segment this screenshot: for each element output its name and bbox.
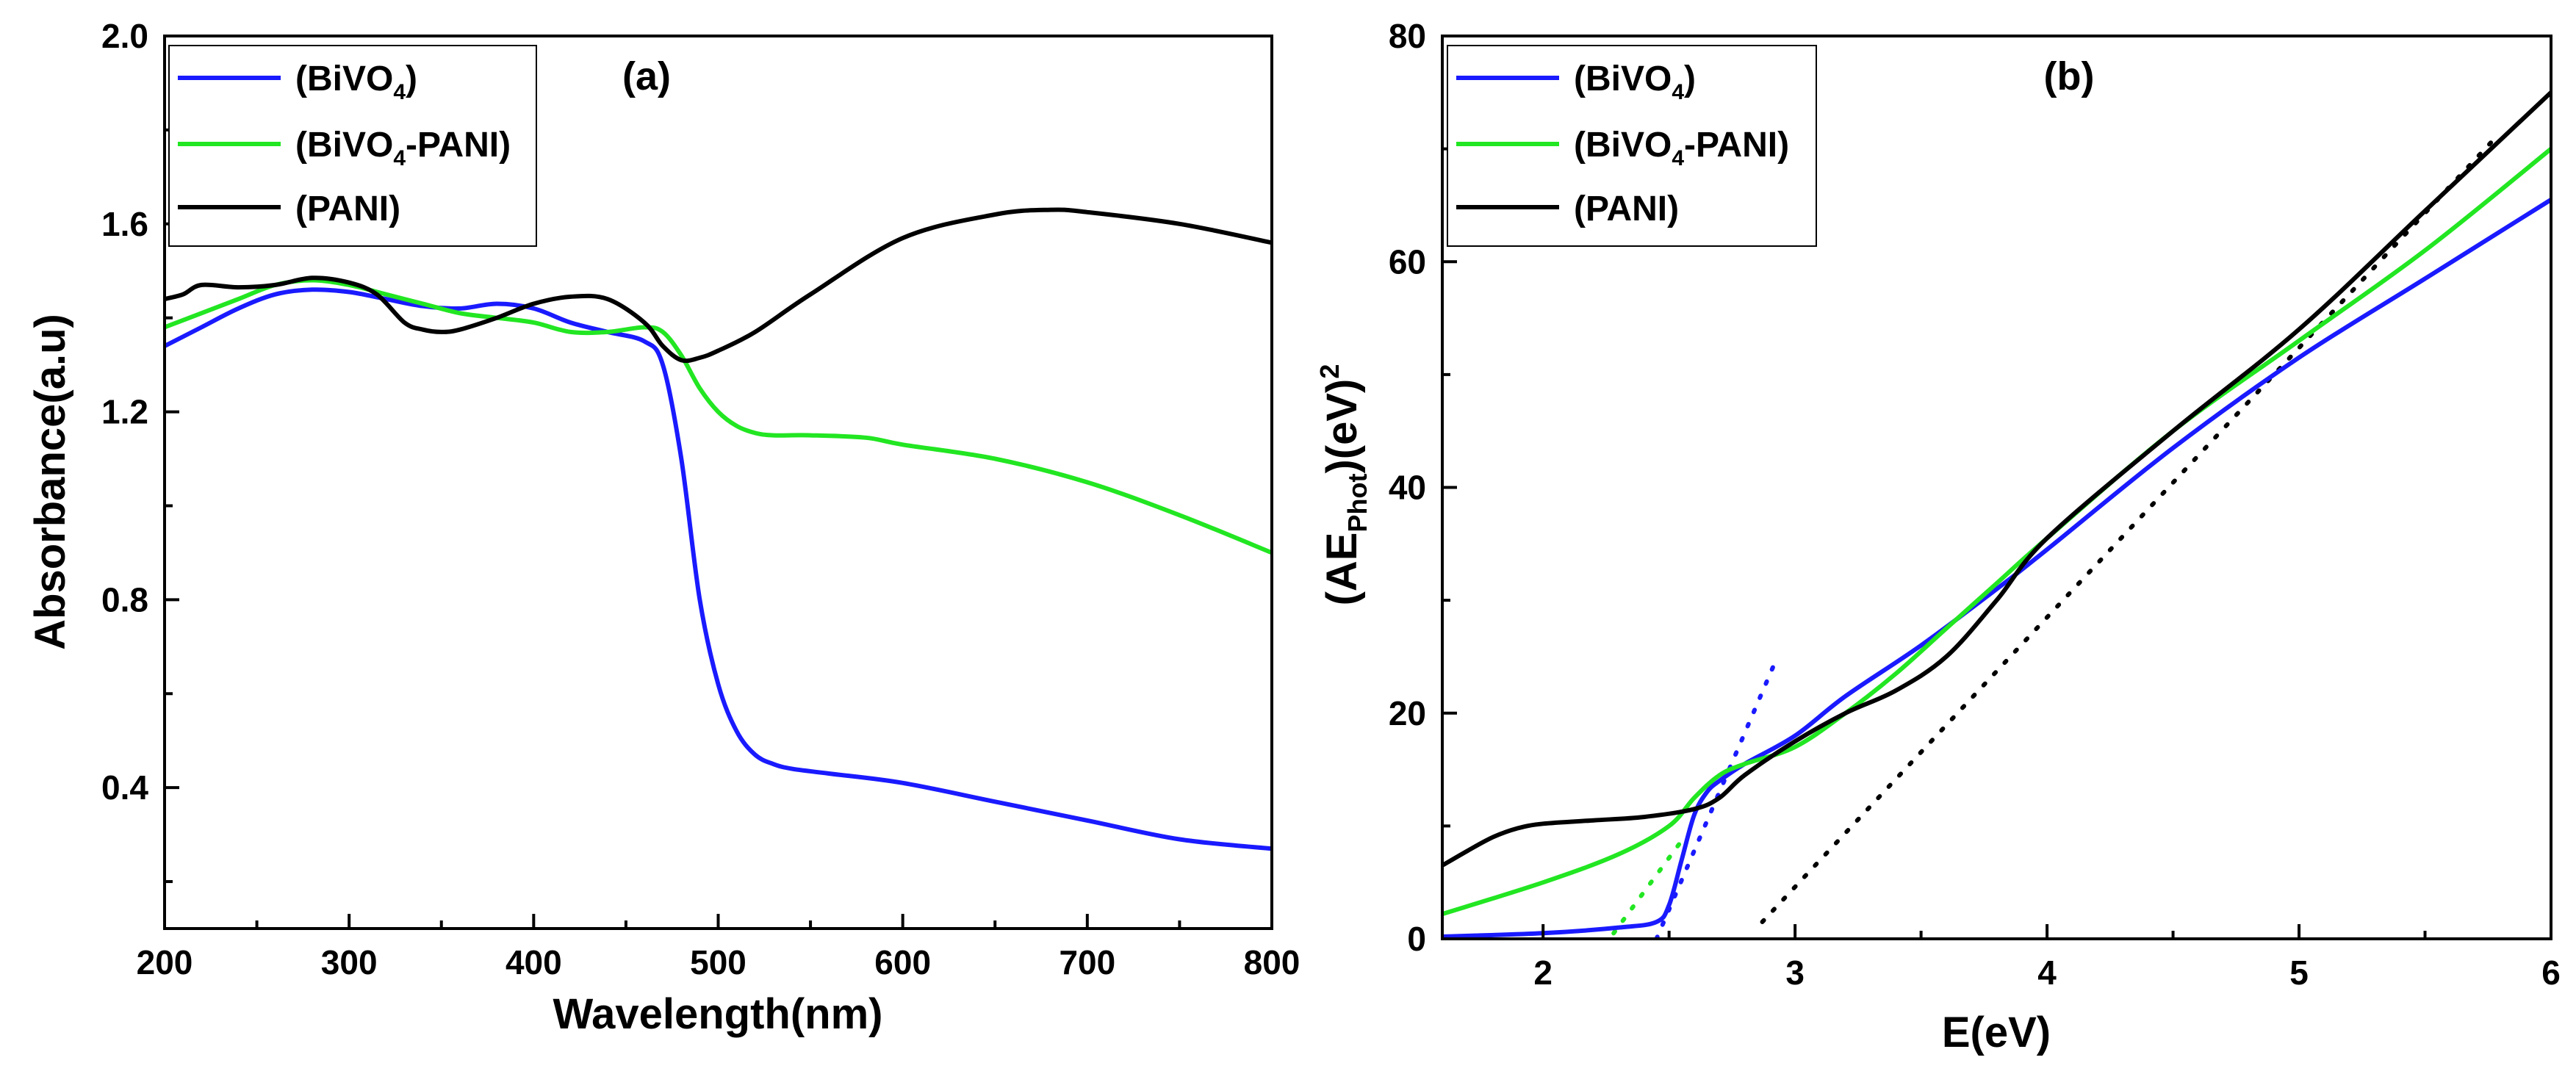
panel-a-series-pani	[165, 207, 1272, 364]
panel-b-y-axis-label: (AEPhot)(eV)2	[1314, 364, 1372, 606]
panel-b-legend-label-bivo4-pani: (BiVO4-PANI)	[1574, 126, 1789, 170]
panel-b-x-tick-label: 2	[1533, 954, 1553, 992]
panel-a-legend-label-pani: (PANI)	[295, 190, 400, 228]
panel-a-x-axis-label: Wavelength(nm)	[553, 990, 883, 1038]
panel-a-x-tick-label: 300	[321, 943, 378, 981]
panel-a-y-tick-label: 0.8	[101, 580, 148, 619]
panel-b-x-axis-label: E(eV)	[1942, 1009, 2051, 1056]
panel-b-fit-line-green	[1611, 835, 1687, 936]
panel-b-series-pani	[1442, 90, 2551, 868]
panel-b-fit-line-black	[1760, 135, 2498, 924]
panel-a-y-tick-label: 1.6	[101, 205, 148, 243]
panel-a-series-bivo4	[165, 287, 1272, 851]
panel-a-x-tick-label: 400	[506, 943, 562, 981]
panel-a-series-bivo4-pani	[165, 278, 1272, 555]
panel-a-x-tick-label: 200	[137, 943, 193, 981]
panel-a-legend: (BiVO4) (BiVO4-PANI) (PANI)	[168, 45, 537, 247]
panel-b-label: (b)	[2044, 54, 2095, 98]
panel-a-series-group	[165, 207, 1272, 851]
panel-a-y-tick-label: 2.0	[101, 17, 148, 55]
panel-b-y-tick-label: 80	[1389, 17, 1426, 55]
panel-a-ticks: 200 300 400 500 600 700 800 0.4 0.8 1.2 1.6 2.0	[101, 17, 1300, 981]
panel-b-y-tick-label: 20	[1389, 694, 1426, 732]
panel-b-y-tick-label: 60	[1389, 242, 1426, 281]
panel-a-y-tick-label: 1.2	[101, 393, 148, 431]
panel-b-series-group	[1442, 90, 2551, 939]
panel-b-legend-label-pani: (PANI)	[1574, 190, 1679, 228]
panel-a-absorbance-chart: 200 300 400 500 600 700 800 0.4 0.8 1.2 1.6 2.0 (a)…	[26, 17, 1300, 1038]
panel-a-x-tick-label: 800	[1244, 943, 1300, 981]
panel-a-label: (a)	[622, 54, 671, 98]
panel-a-y-tick-label: 0.4	[101, 768, 148, 807]
panel-b-y-tick-label: 0	[1407, 920, 1426, 958]
panel-b-x-tick-label: 5	[2289, 954, 2309, 992]
panel-b-x-tick-label: 3	[1785, 954, 1805, 992]
panel-a-x-tick-label: 700	[1059, 943, 1115, 981]
panel-b-series-bivo4	[1442, 197, 2551, 939]
panel-a-x-tick-label: 500	[690, 943, 746, 981]
panel-b-series-bivo4-pani	[1442, 146, 2551, 917]
panel-a-y-axis-label: Absorbance(a.u)	[26, 314, 74, 650]
panel-b-x-tick-label: 6	[2541, 954, 2561, 992]
panel-a-x-tick-label: 600	[874, 943, 931, 981]
panel-b-legend: (BiVO4) (BiVO4-PANI) (PANI)	[1447, 45, 1817, 247]
panel-b-x-tick-label: 4	[2037, 954, 2057, 992]
panel-b-y-tick-label: 40	[1389, 469, 1426, 507]
